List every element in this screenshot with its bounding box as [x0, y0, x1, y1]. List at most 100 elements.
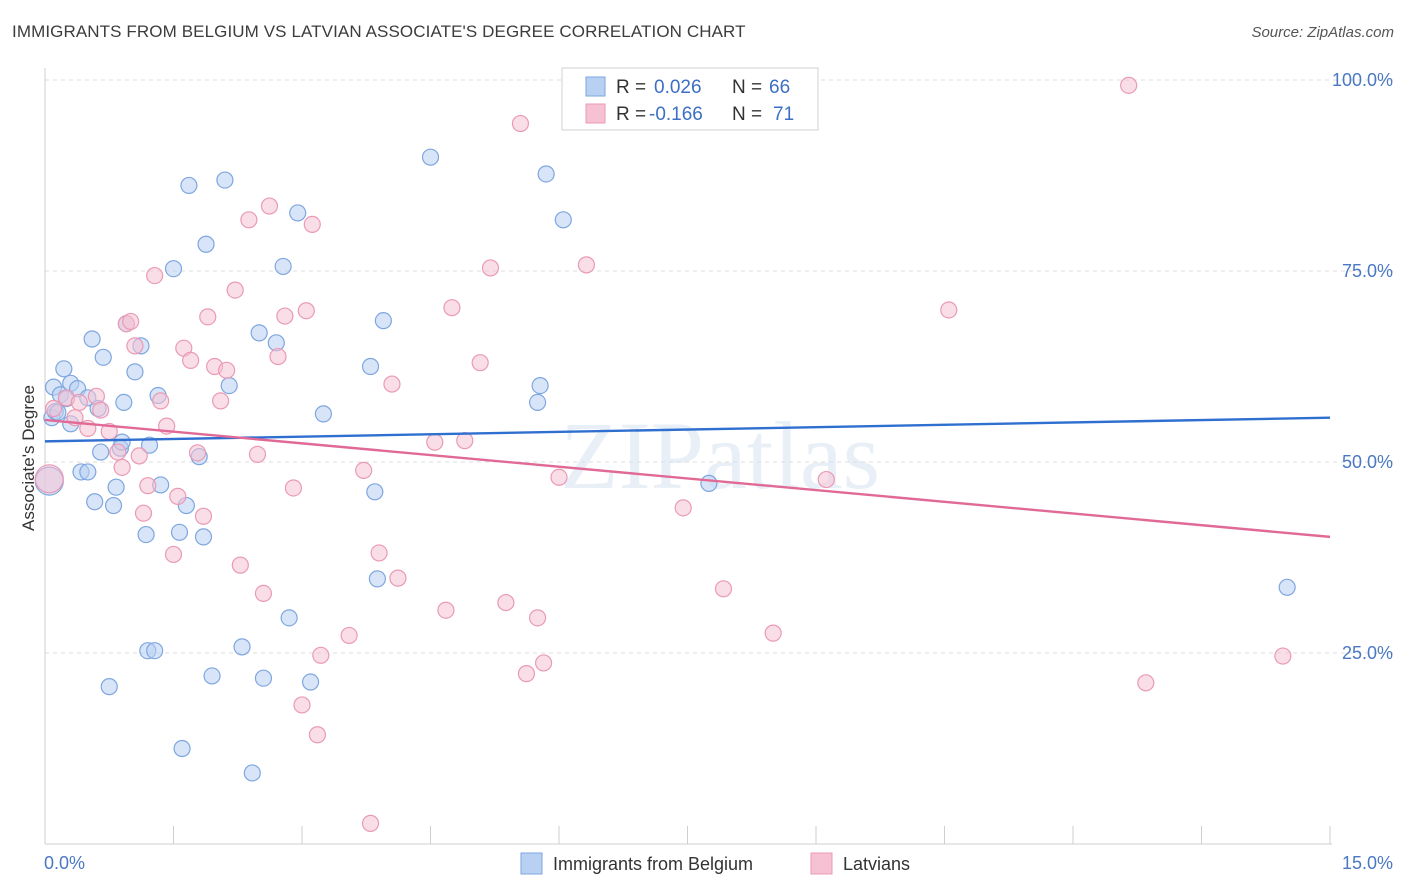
point-belgium-36	[180, 176, 198, 195]
point-belgium-52	[314, 405, 333, 423]
trend-lines	[44, 416, 1331, 539]
point-latvians-47	[389, 569, 407, 587]
point-belgium-51	[301, 673, 320, 691]
point-belgium-41	[216, 171, 234, 189]
point-latvians-44	[361, 814, 380, 832]
watermark: ZIPatlas	[560, 402, 880, 509]
point-latvians-35	[276, 307, 294, 325]
point-belgium-29	[146, 642, 164, 660]
legend-n-label-2: N =	[732, 104, 762, 125]
point-latvians-19	[169, 487, 187, 505]
point-belgium-12	[83, 330, 101, 348]
point-latvians-16	[152, 392, 170, 410]
point-latvians-27	[218, 361, 236, 379]
point-latvians-26	[212, 392, 230, 410]
y-tick-label-75: 75.0%	[1342, 261, 1393, 281]
series-swatch-belgium	[520, 852, 543, 875]
point-latvians-30	[240, 211, 258, 229]
point-belgium-58	[528, 393, 547, 412]
point-latvians-33	[260, 197, 279, 215]
stats-legend: R = 0.026 N = 66 R = -0.166 N = 71	[561, 67, 819, 131]
point-latvians-54	[497, 593, 515, 612]
point-latvians-49	[437, 601, 455, 619]
point-belgium-45	[250, 324, 268, 342]
point-latvians-41	[312, 646, 330, 664]
trend-line-latvians	[44, 418, 1331, 539]
point-latvians-1	[44, 399, 63, 418]
legend-swatch-blue	[585, 76, 606, 97]
point-latvians-14	[139, 477, 157, 495]
y-tick-label-100: 100.0%	[1332, 70, 1393, 90]
legend-n-value-2: 71	[773, 104, 794, 125]
point-latvians-8	[109, 443, 127, 461]
point-belgium-63	[1278, 578, 1296, 596]
point-latvians-70	[130, 447, 148, 465]
point-belgium-55	[368, 570, 386, 588]
y-tick-label-25: 25.0%	[1342, 643, 1393, 663]
point-latvians-59	[550, 468, 568, 486]
tick-labels: 25.0% 50.0% 75.0% 100.0% 0.0% 15.0%	[44, 70, 1393, 873]
series-legend: Immigrants from Belgium Latvians	[520, 852, 910, 875]
point-latvians-24	[199, 308, 217, 326]
point-latvians-34	[269, 347, 287, 366]
point-latvians-46	[383, 375, 401, 393]
legend-r-label-1: R =	[616, 77, 646, 98]
point-belgium-16	[94, 348, 112, 366]
legend-r-label-2: R =	[616, 104, 646, 125]
point-latvians-64	[817, 470, 835, 489]
point-latvians-57	[528, 609, 547, 627]
point-belgium-53	[361, 357, 380, 376]
point-belgium-43	[233, 638, 251, 656]
point-latvians-6	[92, 401, 110, 419]
point-latvians-15	[146, 266, 164, 285]
point-latvians-18	[164, 545, 183, 564]
point-belgium-17	[100, 678, 118, 696]
point-belgium-13	[86, 493, 104, 511]
point-latvians-60	[577, 256, 596, 274]
point-belgium-48	[274, 257, 292, 276]
trend-line-belgium	[44, 416, 1331, 443]
data-points	[34, 76, 1296, 832]
legend-swatch-pink	[585, 103, 606, 124]
point-latvians-53	[481, 259, 500, 277]
point-belgium-26	[137, 525, 155, 544]
point-latvians-31	[248, 445, 267, 463]
legend-r-value-2: -0.166	[649, 104, 703, 125]
point-latvians-36	[284, 479, 303, 497]
point-latvians-45	[370, 544, 388, 562]
point-latvians-28	[226, 281, 244, 299]
point-belgium-32	[164, 260, 183, 278]
point-belgium-61	[554, 211, 572, 229]
legend-n-label-1: N =	[732, 77, 762, 98]
point-latvians-55	[511, 114, 530, 133]
point-belgium-60	[537, 165, 555, 183]
point-latvians-51	[456, 432, 474, 450]
point-belgium-18	[104, 496, 123, 515]
point-latvians-61	[674, 499, 692, 517]
point-belgium-56	[374, 312, 392, 330]
point-latvians-13	[134, 504, 153, 522]
series-swatch-latvians	[810, 852, 833, 875]
point-belgium-57	[421, 148, 440, 166]
point-latvians-11	[122, 312, 140, 331]
point-latvians-43	[355, 461, 373, 480]
point-latvians-48	[426, 433, 444, 451]
point-belgium-59	[531, 377, 549, 395]
point-latvians-23	[194, 507, 213, 525]
series-label-latvians: Latvians	[843, 854, 910, 874]
point-belgium-49	[280, 609, 298, 627]
point-belgium-46	[254, 669, 273, 687]
chart-title: IMMIGRANTS FROM BELGIUM VS LATVIAN ASSOC…	[12, 22, 746, 41]
point-latvians-21	[182, 351, 200, 369]
point-belgium-38	[194, 528, 213, 546]
point-latvians-66	[1120, 76, 1138, 94]
point-belgium-54	[366, 483, 384, 501]
point-latvians-52	[471, 354, 489, 372]
point-belgium-15	[92, 443, 110, 461]
x-tick-label-min: 0.0%	[44, 853, 85, 873]
point-latvians-67	[1137, 674, 1155, 692]
point-latvians-68	[1274, 647, 1292, 665]
point-latvians-22	[188, 444, 207, 462]
point-latvians-62	[714, 580, 733, 598]
